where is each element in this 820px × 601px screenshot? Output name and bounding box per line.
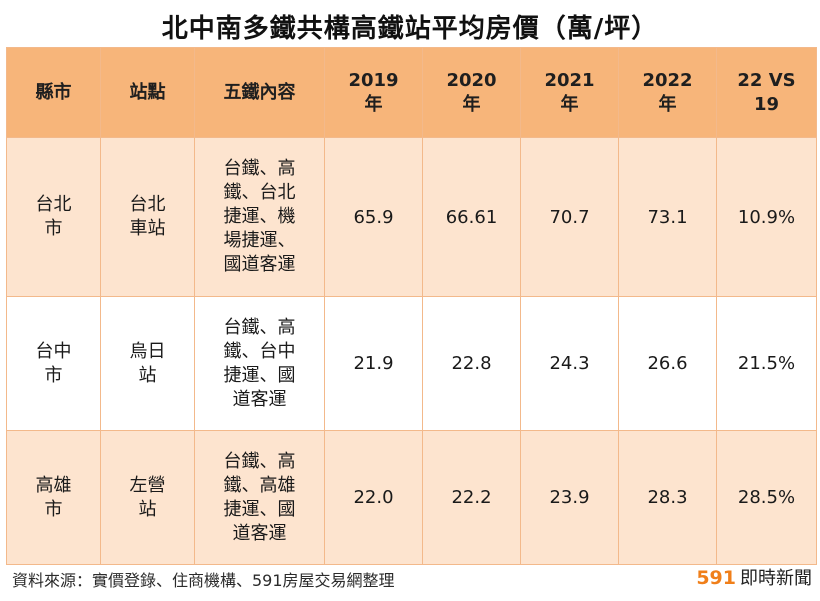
cell-2020: 22.8	[422, 296, 521, 431]
cell-city: 台中 市	[6, 296, 101, 431]
header-change: 22 VS 19	[716, 47, 817, 138]
cell-lines: 台鐵、高 鐵、台北 捷運、機 場捷運、 國道客運	[194, 137, 325, 297]
table-header-row: 縣市 站點 五鐵內容 2019 年 2020 年 2021 年 2022 年 2…	[6, 47, 817, 138]
table-row: 高雄 市 左營 站 台鐵、高 鐵、高雄 捷運、國 道客運 22.0 22.2 2…	[6, 430, 817, 565]
header-2020: 2020 年	[422, 47, 521, 138]
cell-2021: 23.9	[520, 430, 619, 565]
cell-change: 21.5%	[716, 296, 817, 431]
cell-lines: 台鐵、高 鐵、台中 捷運、國 道客運	[194, 296, 325, 431]
source-note: 資料來源：實價登錄、住商機構、591房屋交易網整理	[12, 571, 395, 590]
price-table: 縣市 站點 五鐵內容 2019 年 2020 年 2021 年 2022 年 2…	[6, 47, 817, 565]
cell-2022: 26.6	[618, 296, 717, 431]
cell-2021: 70.7	[520, 137, 619, 297]
header-2022: 2022 年	[618, 47, 717, 138]
cell-station: 台北 車站	[100, 137, 195, 297]
brand-logo: 591 即時新聞	[696, 564, 812, 590]
cell-change: 10.9%	[716, 137, 817, 297]
cell-2022: 28.3	[618, 430, 717, 565]
cell-2019: 65.9	[324, 137, 423, 297]
cell-2022: 73.1	[618, 137, 717, 297]
header-2021: 2021 年	[520, 47, 619, 138]
table-row: 台北 市 台北 車站 台鐵、高 鐵、台北 捷運、機 場捷運、 國道客運 65.9…	[6, 137, 817, 297]
brand-number: 591	[696, 567, 736, 589]
cell-lines: 台鐵、高 鐵、高雄 捷運、國 道客運	[194, 430, 325, 565]
header-lines: 五鐵內容	[194, 47, 325, 138]
cell-city: 高雄 市	[6, 430, 101, 565]
header-city: 縣市	[6, 47, 101, 138]
header-2019: 2019 年	[324, 47, 423, 138]
cell-2020: 66.61	[422, 137, 521, 297]
brand-text: 即時新聞	[740, 568, 812, 589]
cell-station: 左營 站	[100, 430, 195, 565]
table-row: 台中 市 烏日 站 台鐵、高 鐵、台中 捷運、國 道客運 21.9 22.8 2…	[6, 296, 817, 431]
cell-2019: 21.9	[324, 296, 423, 431]
header-station: 站點	[100, 47, 195, 138]
cell-city: 台北 市	[6, 137, 101, 297]
cell-change: 28.5%	[716, 430, 817, 565]
cell-2021: 24.3	[520, 296, 619, 431]
cell-2020: 22.2	[422, 430, 521, 565]
cell-station: 烏日 站	[100, 296, 195, 431]
cell-2019: 22.0	[324, 430, 423, 565]
page-title: 北中南多鐵共構高鐵站平均房價（萬/坪）	[161, 14, 659, 44]
